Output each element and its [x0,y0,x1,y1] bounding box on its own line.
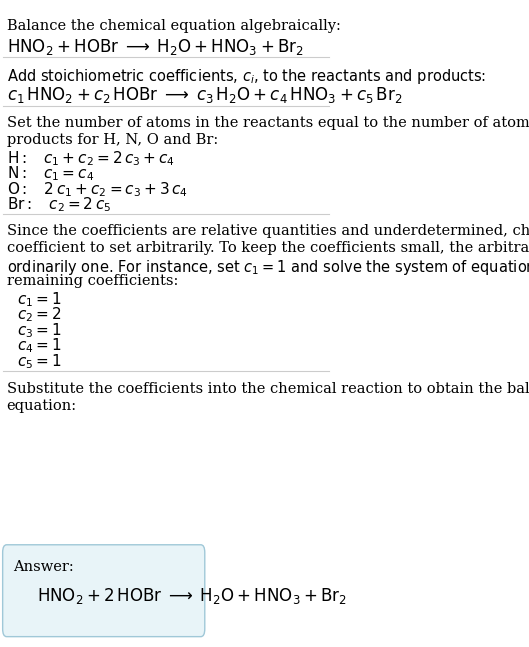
Text: ordinarily one. For instance, set $c_1 = 1$ and solve the system of equations fo: ordinarily one. For instance, set $c_1 =… [7,258,529,276]
Text: $\mathrm{Br{:}}\;$  $c_2 = 2\,c_5$: $\mathrm{Br{:}}\;$ $c_2 = 2\,c_5$ [7,195,111,214]
FancyBboxPatch shape [3,545,205,637]
Text: coefficient to set arbitrarily. To keep the coefficients small, the arbitrary va: coefficient to set arbitrarily. To keep … [7,241,529,255]
Text: $c_4 = 1$: $c_4 = 1$ [16,336,61,355]
Text: Since the coefficients are relative quantities and underdetermined, choose a: Since the coefficients are relative quan… [7,224,529,238]
Text: $c_1\,\mathrm{HNO_2} + c_2\,\mathrm{HOBr} \;\longrightarrow\; c_3\,\mathrm{H_2O}: $c_1\,\mathrm{HNO_2} + c_2\,\mathrm{HOBr… [7,85,402,105]
Text: Substitute the coefficients into the chemical reaction to obtain the balanced: Substitute the coefficients into the che… [7,382,529,396]
Text: $c_3 = 1$: $c_3 = 1$ [16,321,61,340]
Text: $c_5 = 1$: $c_5 = 1$ [16,352,61,371]
Text: $\mathrm{N{:}}\;$  $c_1 = c_4$: $\mathrm{N{:}}\;$ $c_1 = c_4$ [7,164,94,183]
Text: $\mathrm{O{:}}\;$  $2\,c_1 + c_2 = c_3 + 3\,c_4$: $\mathrm{O{:}}\;$ $2\,c_1 + c_2 = c_3 + … [7,180,187,199]
Text: $c_1 = 1$: $c_1 = 1$ [16,290,61,309]
Text: Answer:: Answer: [13,560,74,575]
Text: Set the number of atoms in the reactants equal to the number of atoms in the: Set the number of atoms in the reactants… [7,116,529,131]
Text: products for H, N, O and Br:: products for H, N, O and Br: [7,133,218,148]
Text: remaining coefficients:: remaining coefficients: [7,274,178,289]
Text: $\mathrm{HNO_2 + 2\,HOBr} \;\longrightarrow\; \mathrm{H_2O + HNO_3 + Br_2}$: $\mathrm{HNO_2 + 2\,HOBr} \;\longrightar… [37,586,346,606]
Text: $\mathrm{H{:}}\;$  $c_1 + c_2 = 2\,c_3 + c_4$: $\mathrm{H{:}}\;$ $c_1 + c_2 = 2\,c_3 + … [7,149,175,168]
Text: Add stoichiometric coefficients, $c_i$, to the reactants and products:: Add stoichiometric coefficients, $c_i$, … [7,67,486,86]
Text: $\mathrm{HNO_2 + HOBr} \;\longrightarrow\; \mathrm{H_2O + HNO_3 + Br_2}$: $\mathrm{HNO_2 + HOBr} \;\longrightarrow… [7,37,304,57]
Text: equation:: equation: [7,399,77,413]
Text: $c_2 = 2$: $c_2 = 2$ [16,305,61,324]
Text: Balance the chemical equation algebraically:: Balance the chemical equation algebraica… [7,19,341,34]
